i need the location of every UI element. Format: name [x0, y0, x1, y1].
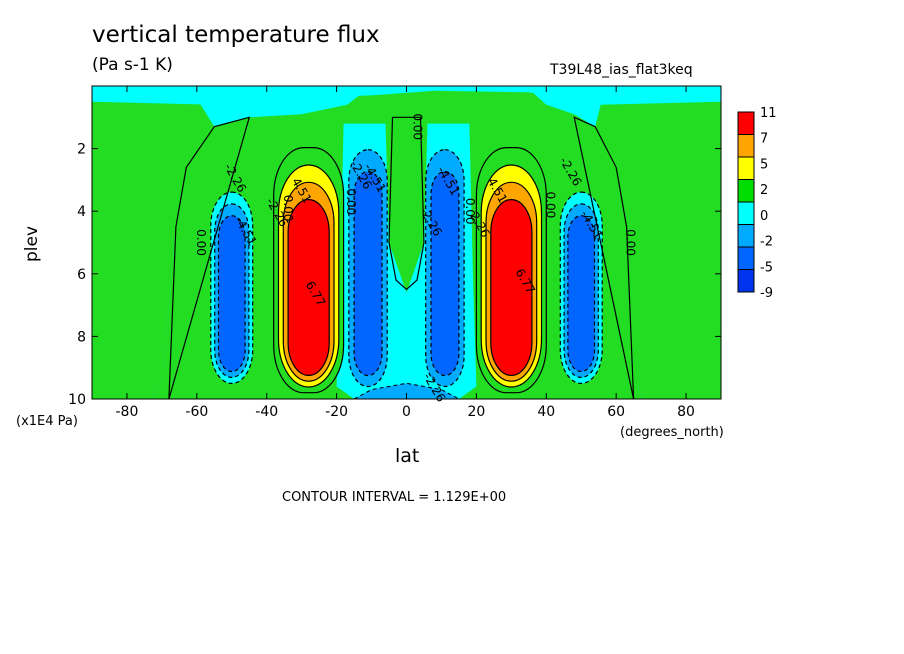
- colorbar-swatch-6: [737, 246, 755, 270]
- equatorial-positive-tongue: [389, 117, 424, 290]
- cell-2-layer-1: [430, 171, 460, 377]
- near-surface-negative: [353, 382, 460, 399]
- contour-label-10: 0.00: [411, 113, 425, 140]
- colorbar-swatch-4: [737, 201, 755, 225]
- colorbar-label-5: -2: [760, 235, 773, 250]
- x-tick-label-4: 0: [402, 404, 411, 420]
- y-tick-label-3: 8: [77, 329, 86, 345]
- y-axis-unit: (x1E4 Pa): [16, 414, 78, 429]
- colorbar-label-7: -9: [760, 286, 773, 301]
- x-axis-label: lat: [395, 445, 420, 467]
- contour-label-0: 0.00: [194, 229, 208, 256]
- chart-title: vertical temperature flux: [92, 22, 380, 48]
- green-region-south-pole: [92, 86, 215, 399]
- cell-5-layer-3: [490, 199, 533, 377]
- zero-contour-south: [168, 116, 251, 399]
- contour-label-20: 0.00: [624, 229, 638, 256]
- contour-field: [92, 86, 721, 399]
- cell-4-layer-3: [287, 199, 330, 377]
- contour-label-13: 0.00: [463, 198, 477, 225]
- x-tick-label-8: 80: [677, 404, 695, 420]
- colorbar-swatch-1: [737, 134, 755, 158]
- x-tick-label-5: 20: [467, 404, 485, 420]
- colorbar-swatch-3: [737, 179, 755, 203]
- y-tick-label-2: 6: [77, 267, 86, 283]
- x-tick-label-7: 60: [607, 404, 625, 420]
- cell-0-layer-2: [217, 215, 246, 373]
- colorbar-swatch-7: [737, 269, 755, 293]
- colorbar-label-3: 2: [760, 183, 768, 198]
- y-tick-label-1: 4: [77, 204, 86, 220]
- zero-contour-north: [573, 116, 635, 399]
- colorbar-swatch-5: [737, 224, 755, 248]
- colorbar-swatch-0: [737, 111, 755, 135]
- contour-interval-note: CONTOUR INTERVAL = 1.129E+00: [282, 490, 507, 505]
- colorbar: 11 7 5 2 0 -2 -5 -9: [737, 106, 777, 301]
- cell-1-layer-1: [353, 171, 383, 377]
- colorbar-label-1: 7: [760, 132, 768, 147]
- x-axis-unit: (degrees_north): [620, 425, 724, 440]
- colorbar-label-2: 5: [760, 157, 768, 172]
- x-tick-label-0: -80: [116, 404, 139, 420]
- cyan-top-band: [92, 86, 721, 105]
- x-axis-ticks: -80 -60 -40 -20 0 20 40 60 80: [116, 86, 695, 420]
- contour-label-17: 0.00: [543, 192, 557, 219]
- chart-subtitle: (Pa s-1 K): [92, 55, 173, 75]
- zero-contour-equator: [388, 116, 425, 291]
- y-axis-ticks: 2 4 6 8 10: [68, 142, 721, 408]
- green-region-north-pole: [595, 86, 721, 399]
- y-tick-label-4: 10: [68, 392, 86, 408]
- y-tick-label-0: 2: [77, 142, 86, 158]
- contour-label-4: 0.00: [281, 195, 295, 222]
- contour-label-7: 0.00: [344, 188, 358, 215]
- x-tick-label-1: -60: [185, 404, 208, 420]
- colorbar-swatch-2: [737, 156, 755, 180]
- x-tick-label-3: -20: [325, 404, 348, 420]
- x-tick-label-6: 40: [537, 404, 555, 420]
- run-label: T39L48_ias_flat3keq: [550, 62, 693, 78]
- colorbar-label-6: -5: [760, 260, 773, 275]
- cell-3-layer-2: [567, 215, 596, 373]
- x-tick-label-2: -40: [255, 404, 278, 420]
- colorbar-label-4: 0: [760, 209, 768, 224]
- colorbar-label-0: 11: [760, 106, 777, 121]
